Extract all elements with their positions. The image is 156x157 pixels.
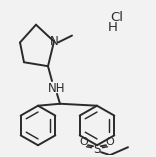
Text: O: O <box>106 137 114 147</box>
Text: H: H <box>108 21 118 34</box>
Text: O: O <box>80 137 88 147</box>
Text: N: N <box>50 35 58 48</box>
Text: NH: NH <box>48 82 66 95</box>
Text: Cl: Cl <box>110 11 124 24</box>
Text: S: S <box>93 143 101 156</box>
